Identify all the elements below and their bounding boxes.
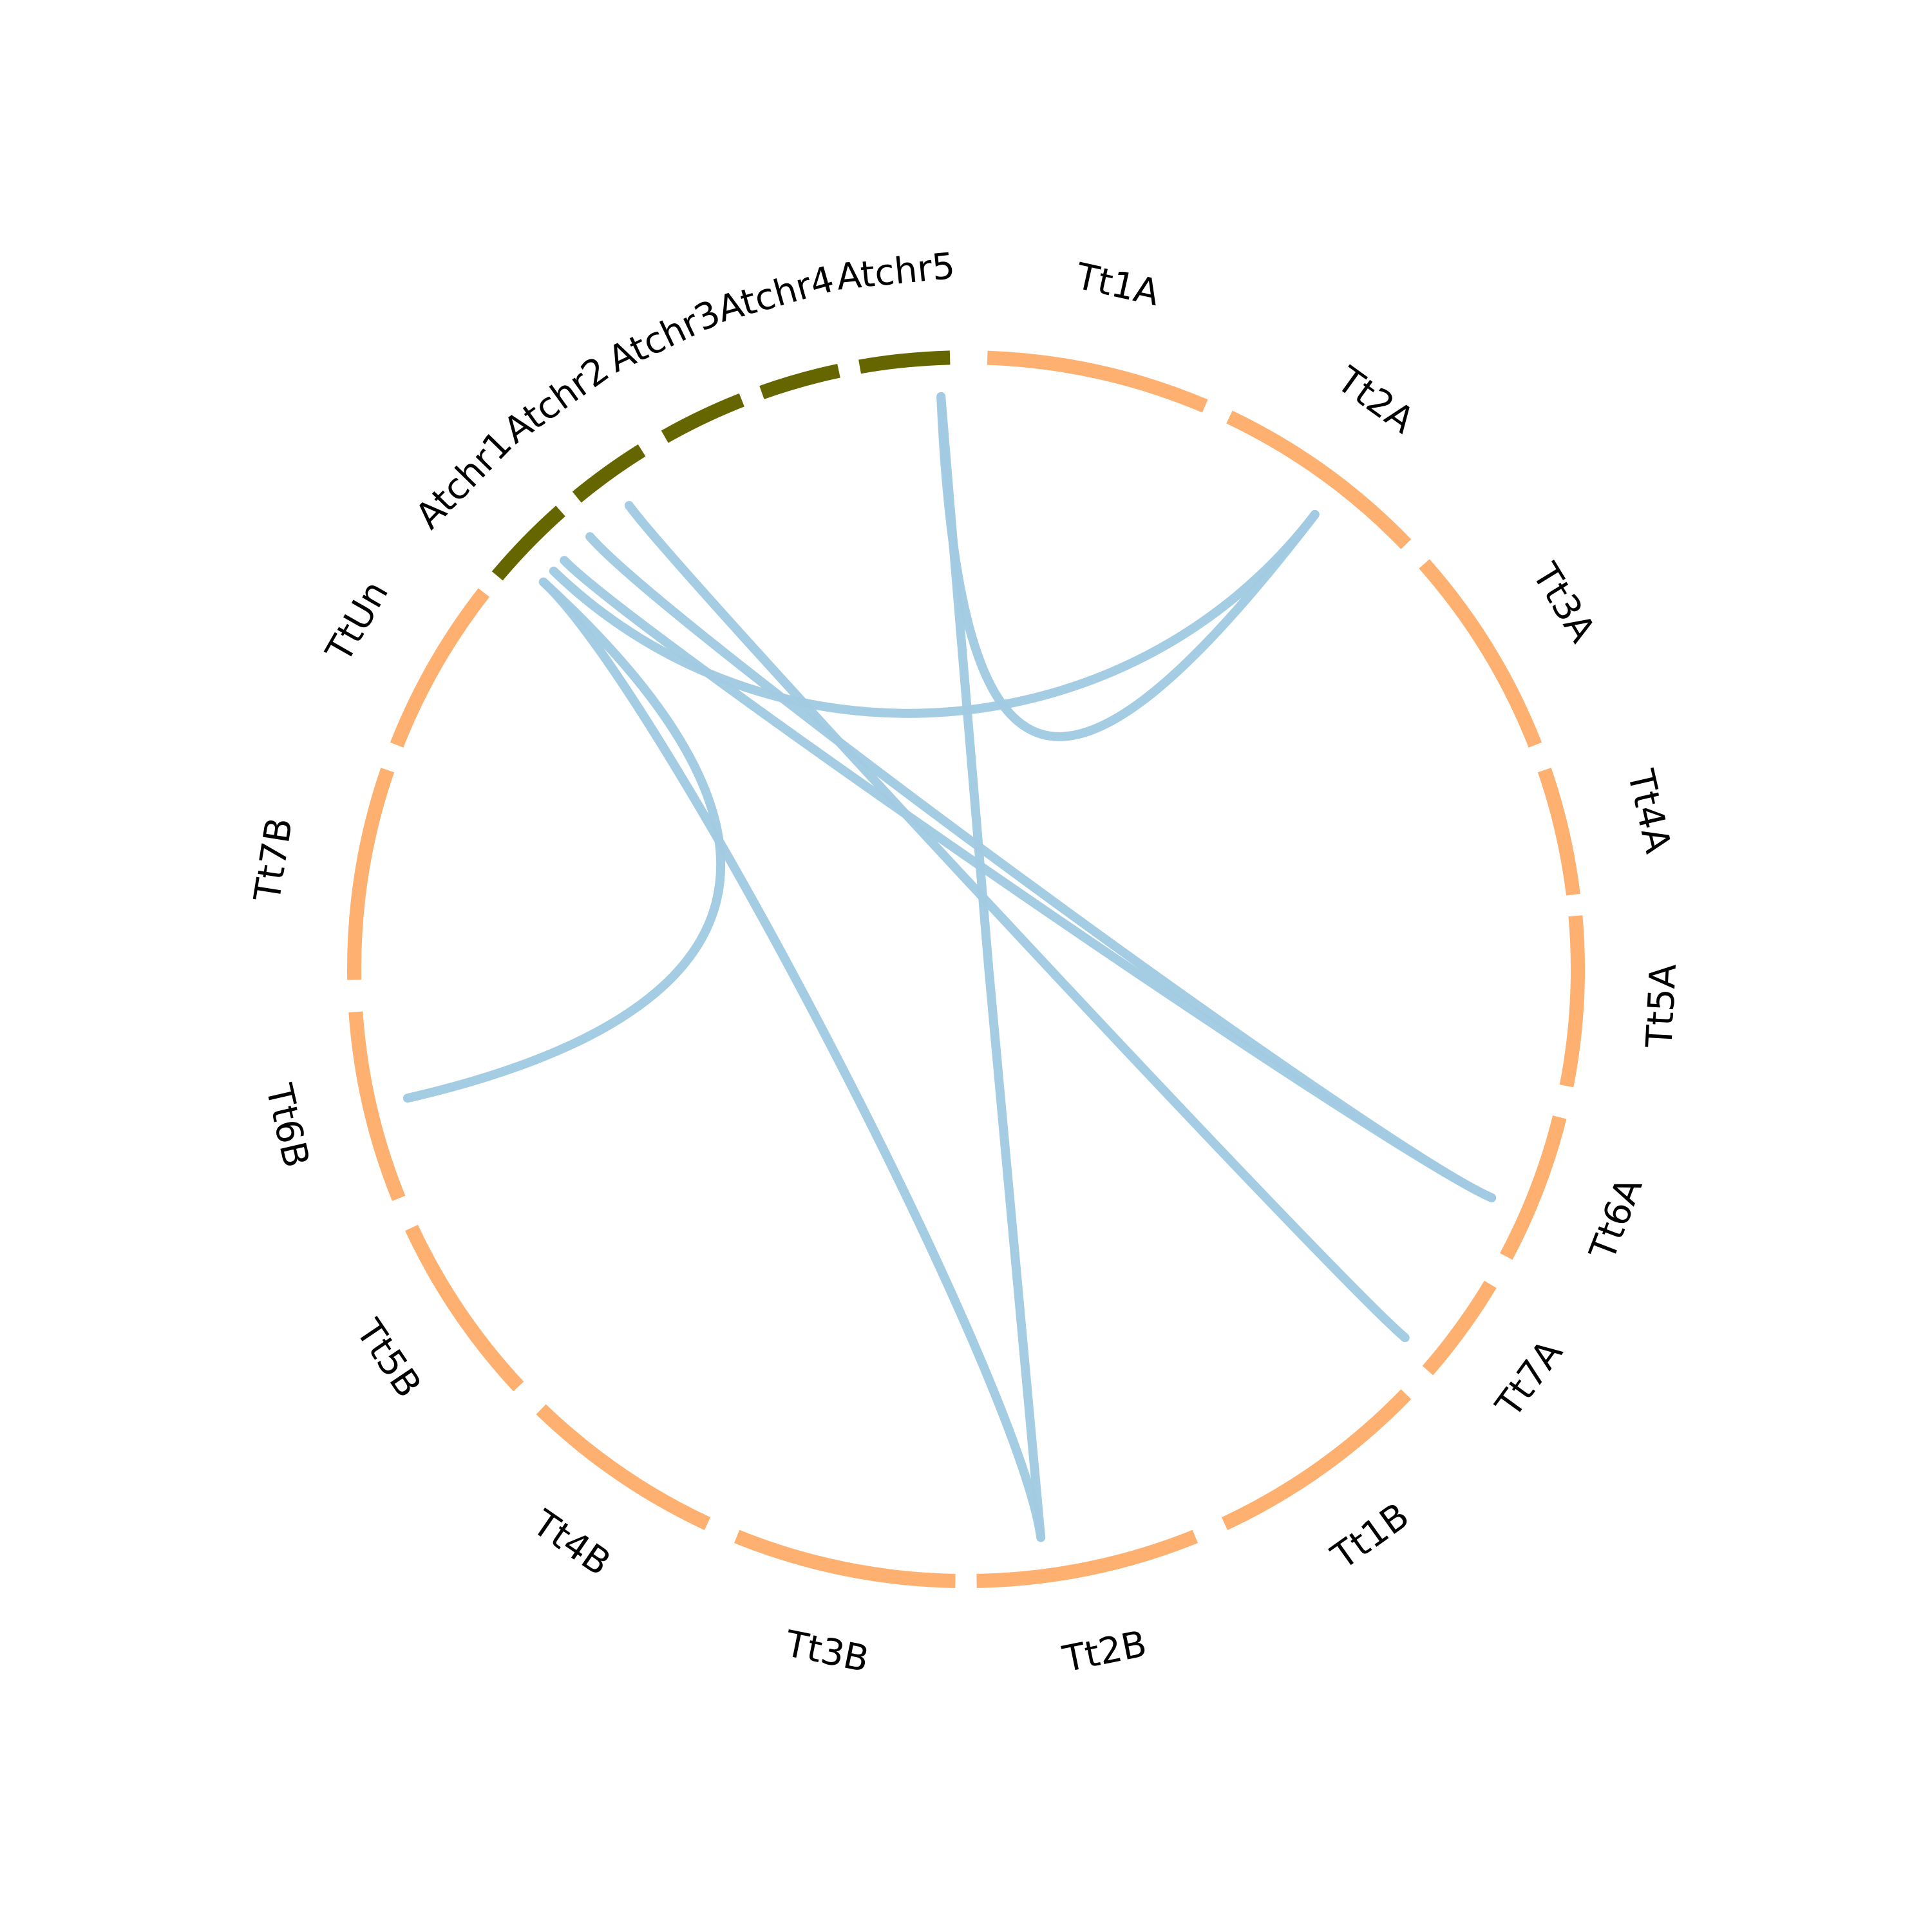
segment-tt6a xyxy=(1500,1115,1567,1260)
segment-label-ttun: TtUn xyxy=(317,574,397,669)
segment-label-tt4b: Tt4B xyxy=(524,1502,618,1584)
segment-label-atchr4: Atchr4 xyxy=(713,258,838,331)
segment-label-tt6b: Tt6B xyxy=(258,1080,317,1171)
segment-ttun xyxy=(390,588,490,748)
segment-tt7a xyxy=(1422,1280,1497,1376)
segment-tt7b xyxy=(347,768,395,980)
segment-atchr1 xyxy=(491,506,565,581)
segment-label-tt1a: Tt1A xyxy=(1072,255,1163,314)
segment-label-tt3a: Tt3A xyxy=(1524,556,1604,650)
segment-label-tt1b: Tt1B xyxy=(1323,1495,1417,1578)
segment-label-tt7b: Tt7B xyxy=(247,815,301,905)
segment-label-tt5a: Tt5A xyxy=(1638,963,1685,1049)
link-atchr1-tt2a xyxy=(549,509,1320,718)
links-layer xyxy=(402,392,1497,1542)
segment-tt2b xyxy=(976,1530,1198,1588)
segment-label-tt3b: Tt3B xyxy=(781,1623,873,1681)
segments-layer xyxy=(347,350,1585,1588)
segment-tt3b xyxy=(734,1530,956,1588)
segment-label-tt5b: Tt5B xyxy=(347,1312,429,1405)
link-atchr5-tt2b xyxy=(936,392,1046,1542)
link-atchr2-tt6a xyxy=(585,532,1497,1202)
segment-label-atchr3: Atchr3 xyxy=(601,292,726,381)
segment-tt1a xyxy=(987,350,1208,413)
link-atchr1-tt6b xyxy=(402,577,726,1103)
segment-label-atchr5: Atchr5 xyxy=(835,245,957,299)
segment-atchr4 xyxy=(759,364,840,399)
segment-tt2a xyxy=(1226,410,1412,549)
segment-atchr2 xyxy=(572,444,646,503)
link-atchr2-tt7a xyxy=(624,500,1410,1343)
segment-tt4a xyxy=(1537,768,1580,896)
segment-tt1b xyxy=(1221,1389,1412,1530)
segment-tt3a xyxy=(1419,559,1542,748)
segment-label-tt2b: Tt2B xyxy=(1059,1623,1150,1681)
segment-label-tt6a: Tt6A xyxy=(1582,1172,1651,1266)
segment-atchr5 xyxy=(858,350,951,374)
segment-tt5a xyxy=(1559,915,1585,1088)
segment-label-tt4a: Tt4A xyxy=(1619,765,1679,857)
link-atchr5-tt2a xyxy=(936,392,1320,741)
segment-label-atchr1: Atchr1 xyxy=(408,423,520,537)
segment-atchr3 xyxy=(661,393,744,443)
segment-label-atchr2: Atchr2 xyxy=(496,349,616,452)
segment-tt4b xyxy=(536,1404,711,1530)
segment-label-tt2a: Tt2A xyxy=(1329,359,1421,442)
segment-label-tt7a: Tt7A xyxy=(1488,1332,1571,1425)
link-atchr1-tt2b xyxy=(538,577,1046,1542)
segment-tt6b xyxy=(348,1011,406,1201)
segment-tt5b xyxy=(405,1224,524,1392)
